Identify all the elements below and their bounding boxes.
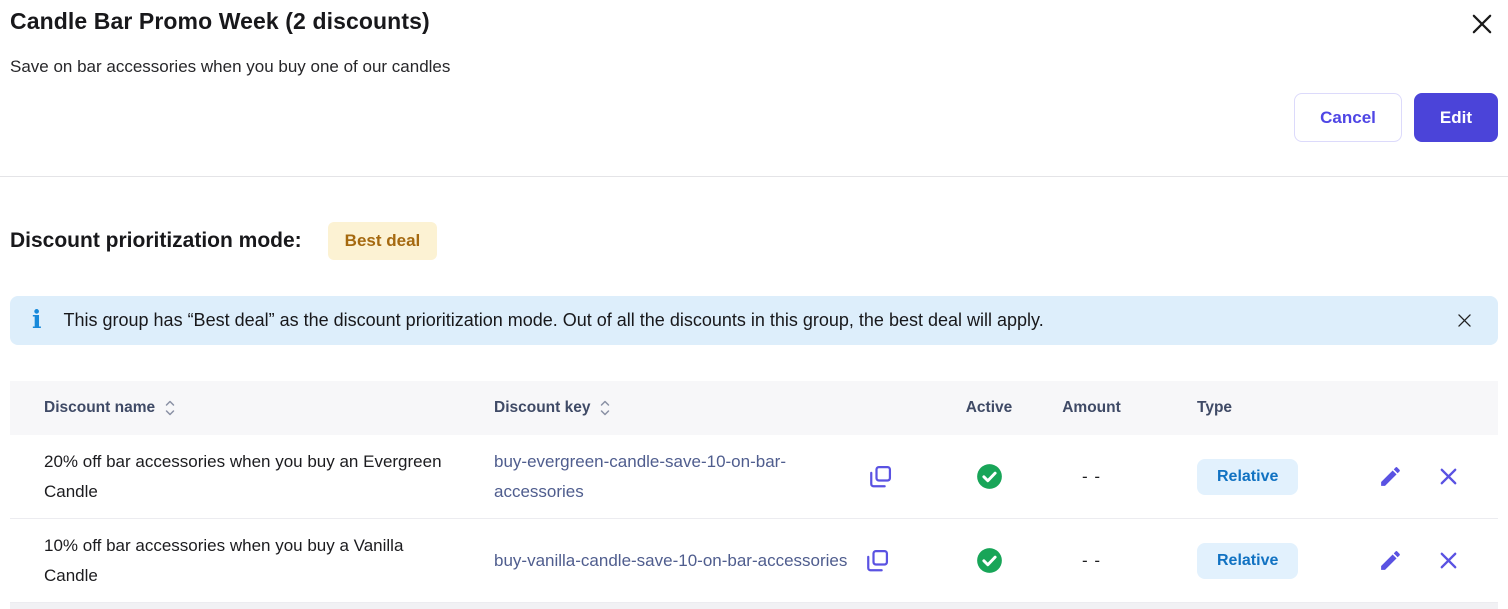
table-row: 10% off bar accessories when you buy a V… [10,519,1498,603]
table-header-row: Discount name Discount key Active Amount… [10,381,1498,435]
sort-chevrons-icon [601,400,610,416]
check-circle-icon [976,548,1002,573]
info-banner: i This group has “Best deal” as the disc… [10,296,1498,345]
discount-key: buy-vanilla-candle-save-10-on-bar-access… [494,550,848,570]
type-badge: Relative [1197,542,1299,579]
info-banner-text: This group has “Best deal” as the discou… [63,310,1044,330]
pencil-icon[interactable] [1376,546,1405,575]
dialog-header: Candle Bar Promo Week (2 discounts) [10,8,1498,40]
copy-icon[interactable] [861,545,893,577]
discount-key-cell: buy-evergreen-candle-save-10-on-bar-acce… [494,447,944,507]
column-header-discount-key[interactable]: Discount key [494,399,944,417]
banner-close-icon[interactable] [1453,309,1476,332]
type-cell: Relative [1149,542,1329,579]
copy-icon[interactable] [864,461,896,493]
edit-button[interactable]: Edit [1413,93,1498,142]
amount-value: - - [1081,550,1102,570]
info-icon: i [32,305,42,334]
prioritization-mode-row: Discount prioritization mode: Best deal [10,222,1498,260]
prioritization-mode-badge: Best deal [327,222,438,260]
prioritization-mode-label: Discount prioritization mode: [10,229,302,252]
table-footer-strip [10,603,1498,609]
type-cell: Relative [1149,458,1329,495]
active-status-cell [944,547,1034,574]
close-icon[interactable] [1466,8,1498,40]
x-icon[interactable] [1435,463,1462,490]
column-header-active: Active [965,399,1013,416]
discount-name: 10% off bar accessories when you buy a V… [44,535,404,585]
active-status-cell [944,463,1034,490]
check-circle-icon [976,464,1002,489]
pencil-icon[interactable] [1376,462,1405,491]
row-actions [1329,462,1498,491]
type-badge: Relative [1197,458,1299,495]
dialog-actions: Cancel Edit [10,93,1498,142]
table-row: 20% off bar accessories when you buy an … [10,435,1498,519]
column-header-amount: Amount [1062,399,1121,416]
column-header-discount-name[interactable]: Discount name [10,399,494,417]
discount-key: buy-evergreen-candle-save-10-on-bar-acce… [494,451,786,501]
amount-value: - - [1081,466,1102,486]
discounts-table: Discount name Discount key Active Amount… [10,381,1498,609]
sort-chevrons-icon [165,400,175,416]
column-header-type: Type [1197,399,1233,416]
section-divider [0,176,1508,177]
discount-key-cell: buy-vanilla-candle-save-10-on-bar-access… [494,545,944,577]
cancel-button[interactable]: Cancel [1294,93,1402,142]
page-title: Candle Bar Promo Week (2 discounts) [10,8,430,34]
discount-name: 20% off bar accessories when you buy an … [44,451,442,501]
dialog-subtitle: Save on bar accessories when you buy one… [10,57,451,76]
x-icon[interactable] [1435,547,1462,574]
row-actions [1329,546,1498,575]
